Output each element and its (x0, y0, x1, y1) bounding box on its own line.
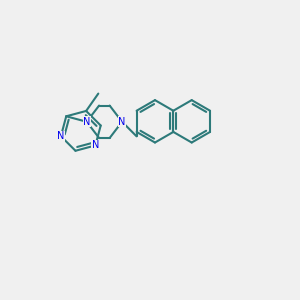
Text: N: N (57, 131, 64, 141)
Text: N: N (92, 140, 99, 150)
Text: N: N (118, 117, 126, 127)
Text: N: N (83, 117, 90, 127)
